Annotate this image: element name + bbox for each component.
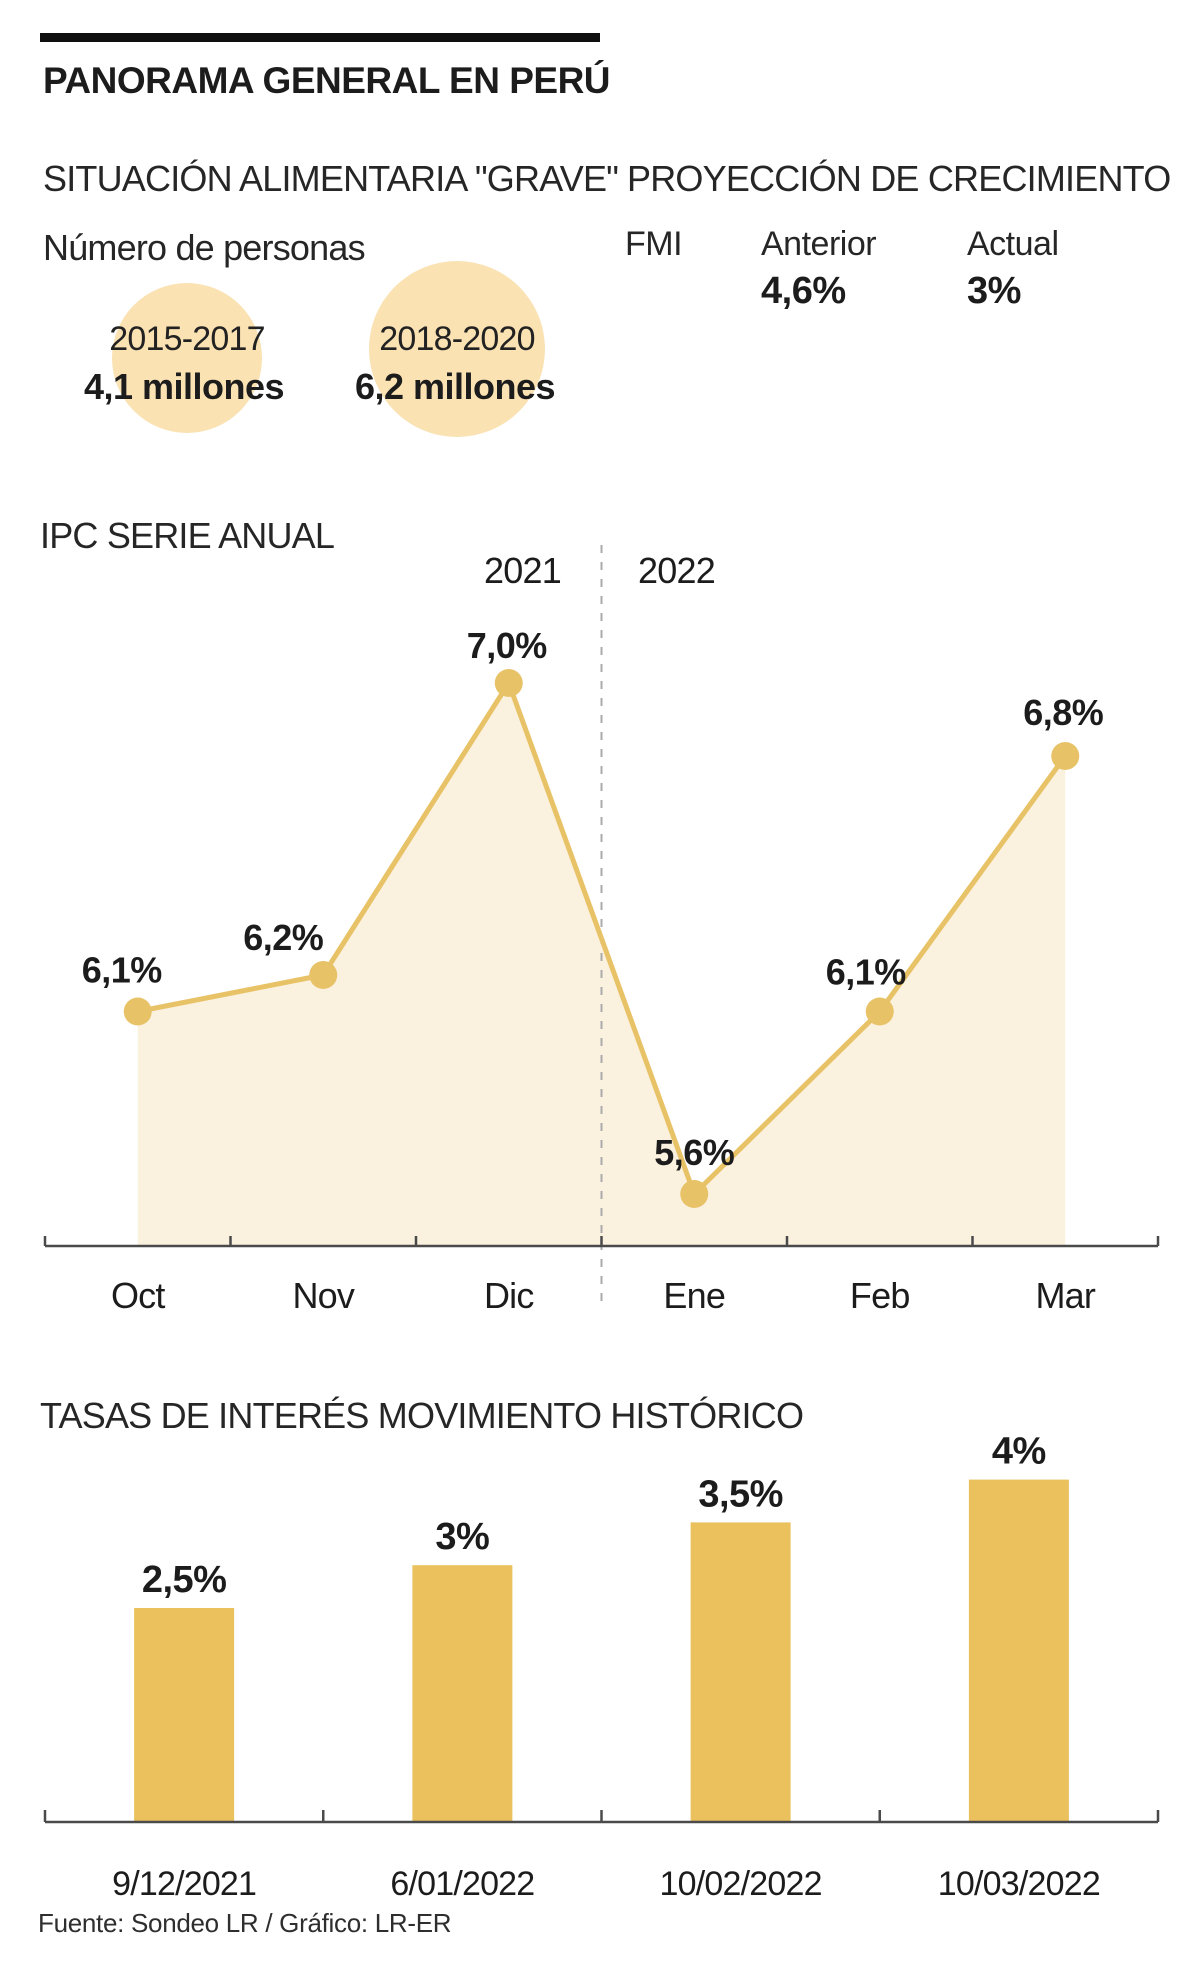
line-series bbox=[135, 680, 1068, 1197]
month-label: Dic bbox=[484, 1275, 534, 1316]
growth-prev-value: 4,6% bbox=[761, 270, 846, 312]
month-label: Feb bbox=[850, 1275, 910, 1316]
point-label: 6,2% bbox=[243, 917, 324, 958]
data-point bbox=[865, 997, 894, 1026]
page-title: PANORAMA GENERAL EN PERÚ bbox=[43, 60, 611, 101]
data-point bbox=[1051, 742, 1080, 770]
bar-value-label: 3,5% bbox=[698, 1473, 783, 1515]
bar-date-label: 6/01/2022 bbox=[390, 1865, 534, 1903]
bar-value-label: 4% bbox=[992, 1431, 1046, 1473]
growth-section-heading: PROYECCIÓN DE CRECIMIENTO bbox=[627, 158, 1171, 199]
title-rule bbox=[40, 33, 600, 42]
data-point bbox=[680, 1180, 709, 1208]
bar-date-label: 9/12/2021 bbox=[112, 1865, 256, 1903]
bar bbox=[968, 1479, 1069, 1822]
source-credit: Fuente: Sondeo LR / Gráfico: LR-ER bbox=[38, 1908, 452, 1938]
point-label: 6,1% bbox=[82, 950, 163, 991]
growth-prev-label: Anterior bbox=[761, 225, 877, 263]
year-label: 2021 bbox=[484, 550, 561, 591]
growth-curr-label: Actual bbox=[967, 225, 1059, 263]
bubble-value-label: 6,2 millones bbox=[354, 366, 556, 407]
growth-org-label: FMI bbox=[625, 225, 683, 263]
bar-date-label: 10/02/2022 bbox=[660, 1865, 822, 1903]
month-label: Nov bbox=[292, 1275, 354, 1316]
ipc-line-chart: 2021 2022 6,1% 6,2% 7,0% 5,6% 6,1% 6,8% Oct Nov Di… bbox=[43, 545, 1160, 1316]
data-point bbox=[309, 961, 338, 989]
bubble-period-label: 2018-2020 bbox=[379, 320, 535, 358]
point-label: 6,1% bbox=[826, 952, 907, 993]
area-fill bbox=[137, 683, 1066, 1246]
data-point bbox=[494, 669, 523, 697]
bubble-2018-2020 bbox=[369, 261, 545, 437]
bar bbox=[690, 1522, 791, 1822]
food-section-heading: SITUACIÓN ALIMENTARIA "GRAVE" bbox=[43, 158, 619, 199]
bubble-period-label: 2015-2017 bbox=[109, 320, 265, 358]
bar-value-label: 3% bbox=[435, 1516, 489, 1558]
line-chart-title: IPC SERIE ANUAL bbox=[40, 515, 335, 556]
point-label: 7,0% bbox=[467, 625, 548, 666]
point-label: 5,6% bbox=[654, 1132, 735, 1173]
bar-date-label: 10/03/2022 bbox=[938, 1865, 1100, 1903]
month-label: Ene bbox=[663, 1275, 725, 1316]
bar bbox=[412, 1565, 513, 1822]
bar-chart-title: TASAS DE INTERÉS MOVIMIENTO HISTÓRICO bbox=[40, 1395, 804, 1436]
food-section-subheading: Número de personas bbox=[43, 227, 366, 268]
bar bbox=[134, 1608, 235, 1822]
point-label: 6,8% bbox=[1023, 692, 1104, 733]
bubble-2015-2017 bbox=[112, 283, 262, 433]
month-label: Oct bbox=[111, 1275, 165, 1316]
interest-bar-chart: 2,5% 9/12/2021 3% 6/01/2022 3,5% 10/02/2022 4%… bbox=[43, 1431, 1160, 1903]
growth-curr-value: 3% bbox=[967, 270, 1021, 312]
year-label: 2022 bbox=[638, 550, 715, 591]
month-label: Mar bbox=[1035, 1275, 1095, 1316]
data-point bbox=[123, 997, 152, 1026]
bar-value-label: 2,5% bbox=[142, 1559, 227, 1601]
bubble-value-label: 4,1 millones bbox=[83, 366, 285, 407]
